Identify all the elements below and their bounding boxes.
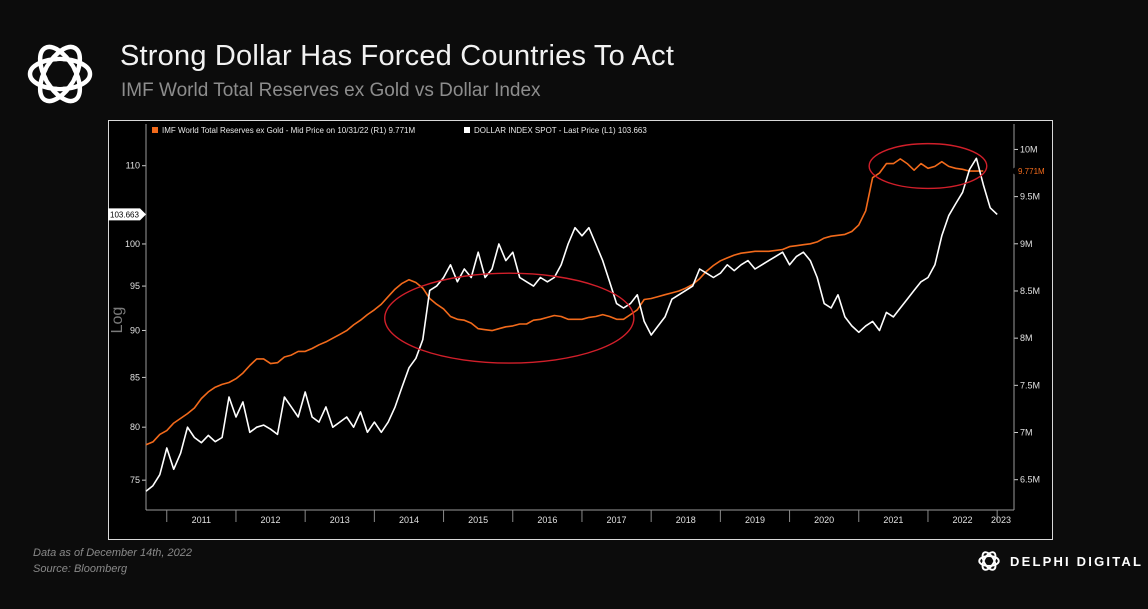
- x-tick-label: 2013: [330, 515, 350, 525]
- brand-name: DELPHI DIGITAL: [1010, 553, 1144, 569]
- x-tick-label: 2018: [676, 515, 696, 525]
- reserves-last-tag-bg: [1011, 165, 1051, 178]
- page-title: Strong Dollar Has Forced Countries To Ac…: [120, 40, 675, 72]
- footnote: Data as of December 14th, 2022 Source: B…: [33, 545, 192, 577]
- right-tick-label: 7M: [1020, 428, 1033, 438]
- right-tick-label: 7.5M: [1020, 380, 1040, 390]
- reserves-last-value: 9.771M: [1018, 167, 1045, 176]
- highlight-ellipse-2: [868, 142, 988, 190]
- x-tick-label: 2022: [953, 515, 973, 525]
- left-tick-label: 75: [130, 475, 140, 485]
- right-tick-label: 10M: [1020, 144, 1038, 154]
- left-tick-label: 100: [125, 239, 140, 249]
- last-value-tags: 9.771M 103.663: [108, 165, 1051, 221]
- x-tick-label: 2017: [607, 515, 627, 525]
- right-tick-label: 6.5M: [1020, 475, 1040, 485]
- left-tick-label: 80: [130, 422, 140, 432]
- x-tick-label: 2021: [883, 515, 903, 525]
- reserves-series-line: [145, 158, 984, 446]
- annotation-layer: [384, 142, 988, 364]
- legend-label-reserves: IMF World Total Reserves ex Gold - Mid P…: [162, 126, 415, 135]
- x-tick-label: 2011: [192, 515, 211, 525]
- page-subtitle: IMF World Total Reserves ex Gold vs Doll…: [121, 80, 541, 101]
- x-tick-label: 2020: [814, 515, 834, 525]
- x-tick-label: 2012: [261, 515, 281, 525]
- right-axis-ticks: 6.5M 7M 7.5M 8M 8.5M 9M 9.5M 10M: [1013, 124, 1040, 510]
- chart-legend: IMF World Total Reserves ex Gold - Mid P…: [152, 126, 647, 135]
- dxy-last-value: 103.663: [110, 210, 139, 219]
- highlight-ellipse-1: [384, 272, 635, 364]
- chart-frame: [108, 120, 1053, 540]
- x-tick-label: 2014: [399, 515, 419, 525]
- left-tick-label: 85: [130, 372, 140, 382]
- left-axis-ticks: 75 80 85 90 95 100 110: [125, 124, 147, 510]
- legend-label-dxy: DOLLAR INDEX SPOT - Last Price (L1) 103.…: [474, 126, 647, 135]
- x-tick-label: 2023: [991, 515, 1011, 525]
- dollar-index-series-line: [145, 157, 998, 492]
- x-tick-label: 2015: [468, 515, 488, 525]
- left-tick-label: 95: [130, 281, 140, 291]
- delphi-small-logo-icon: [978, 551, 1000, 571]
- chart-area: IMF World Total Reserves ex Gold - Mid P…: [108, 124, 1051, 525]
- delphi-logo-icon: [27, 44, 93, 104]
- dxy-last-tag-bg: [108, 208, 146, 221]
- x-tick-label: 2019: [745, 515, 765, 525]
- right-tick-label: 9.5M: [1020, 192, 1040, 202]
- right-tick-label: 9M: [1020, 239, 1033, 249]
- series-layer: [145, 157, 998, 492]
- legend-swatch-reserves: [152, 127, 158, 133]
- brand-mark: DELPHI DIGITAL: [976, 546, 1143, 576]
- source-note: Source: Bloomberg: [33, 563, 128, 575]
- data-date-note: Data as of December 14th, 2022: [33, 547, 192, 559]
- left-tick-label: 90: [130, 325, 140, 335]
- x-axis-ticks: 2011 2012 2013 2014 2015 2016 2017 2018 2019 2020…: [146, 509, 1014, 525]
- right-tick-label: 8M: [1020, 333, 1033, 343]
- legend-swatch-dxy: [464, 127, 470, 133]
- x-tick-label: 2016: [537, 515, 557, 525]
- right-tick-label: 8.5M: [1020, 286, 1040, 296]
- left-tick-label: 110: [126, 161, 140, 171]
- left-axis-label: Log: [109, 307, 126, 334]
